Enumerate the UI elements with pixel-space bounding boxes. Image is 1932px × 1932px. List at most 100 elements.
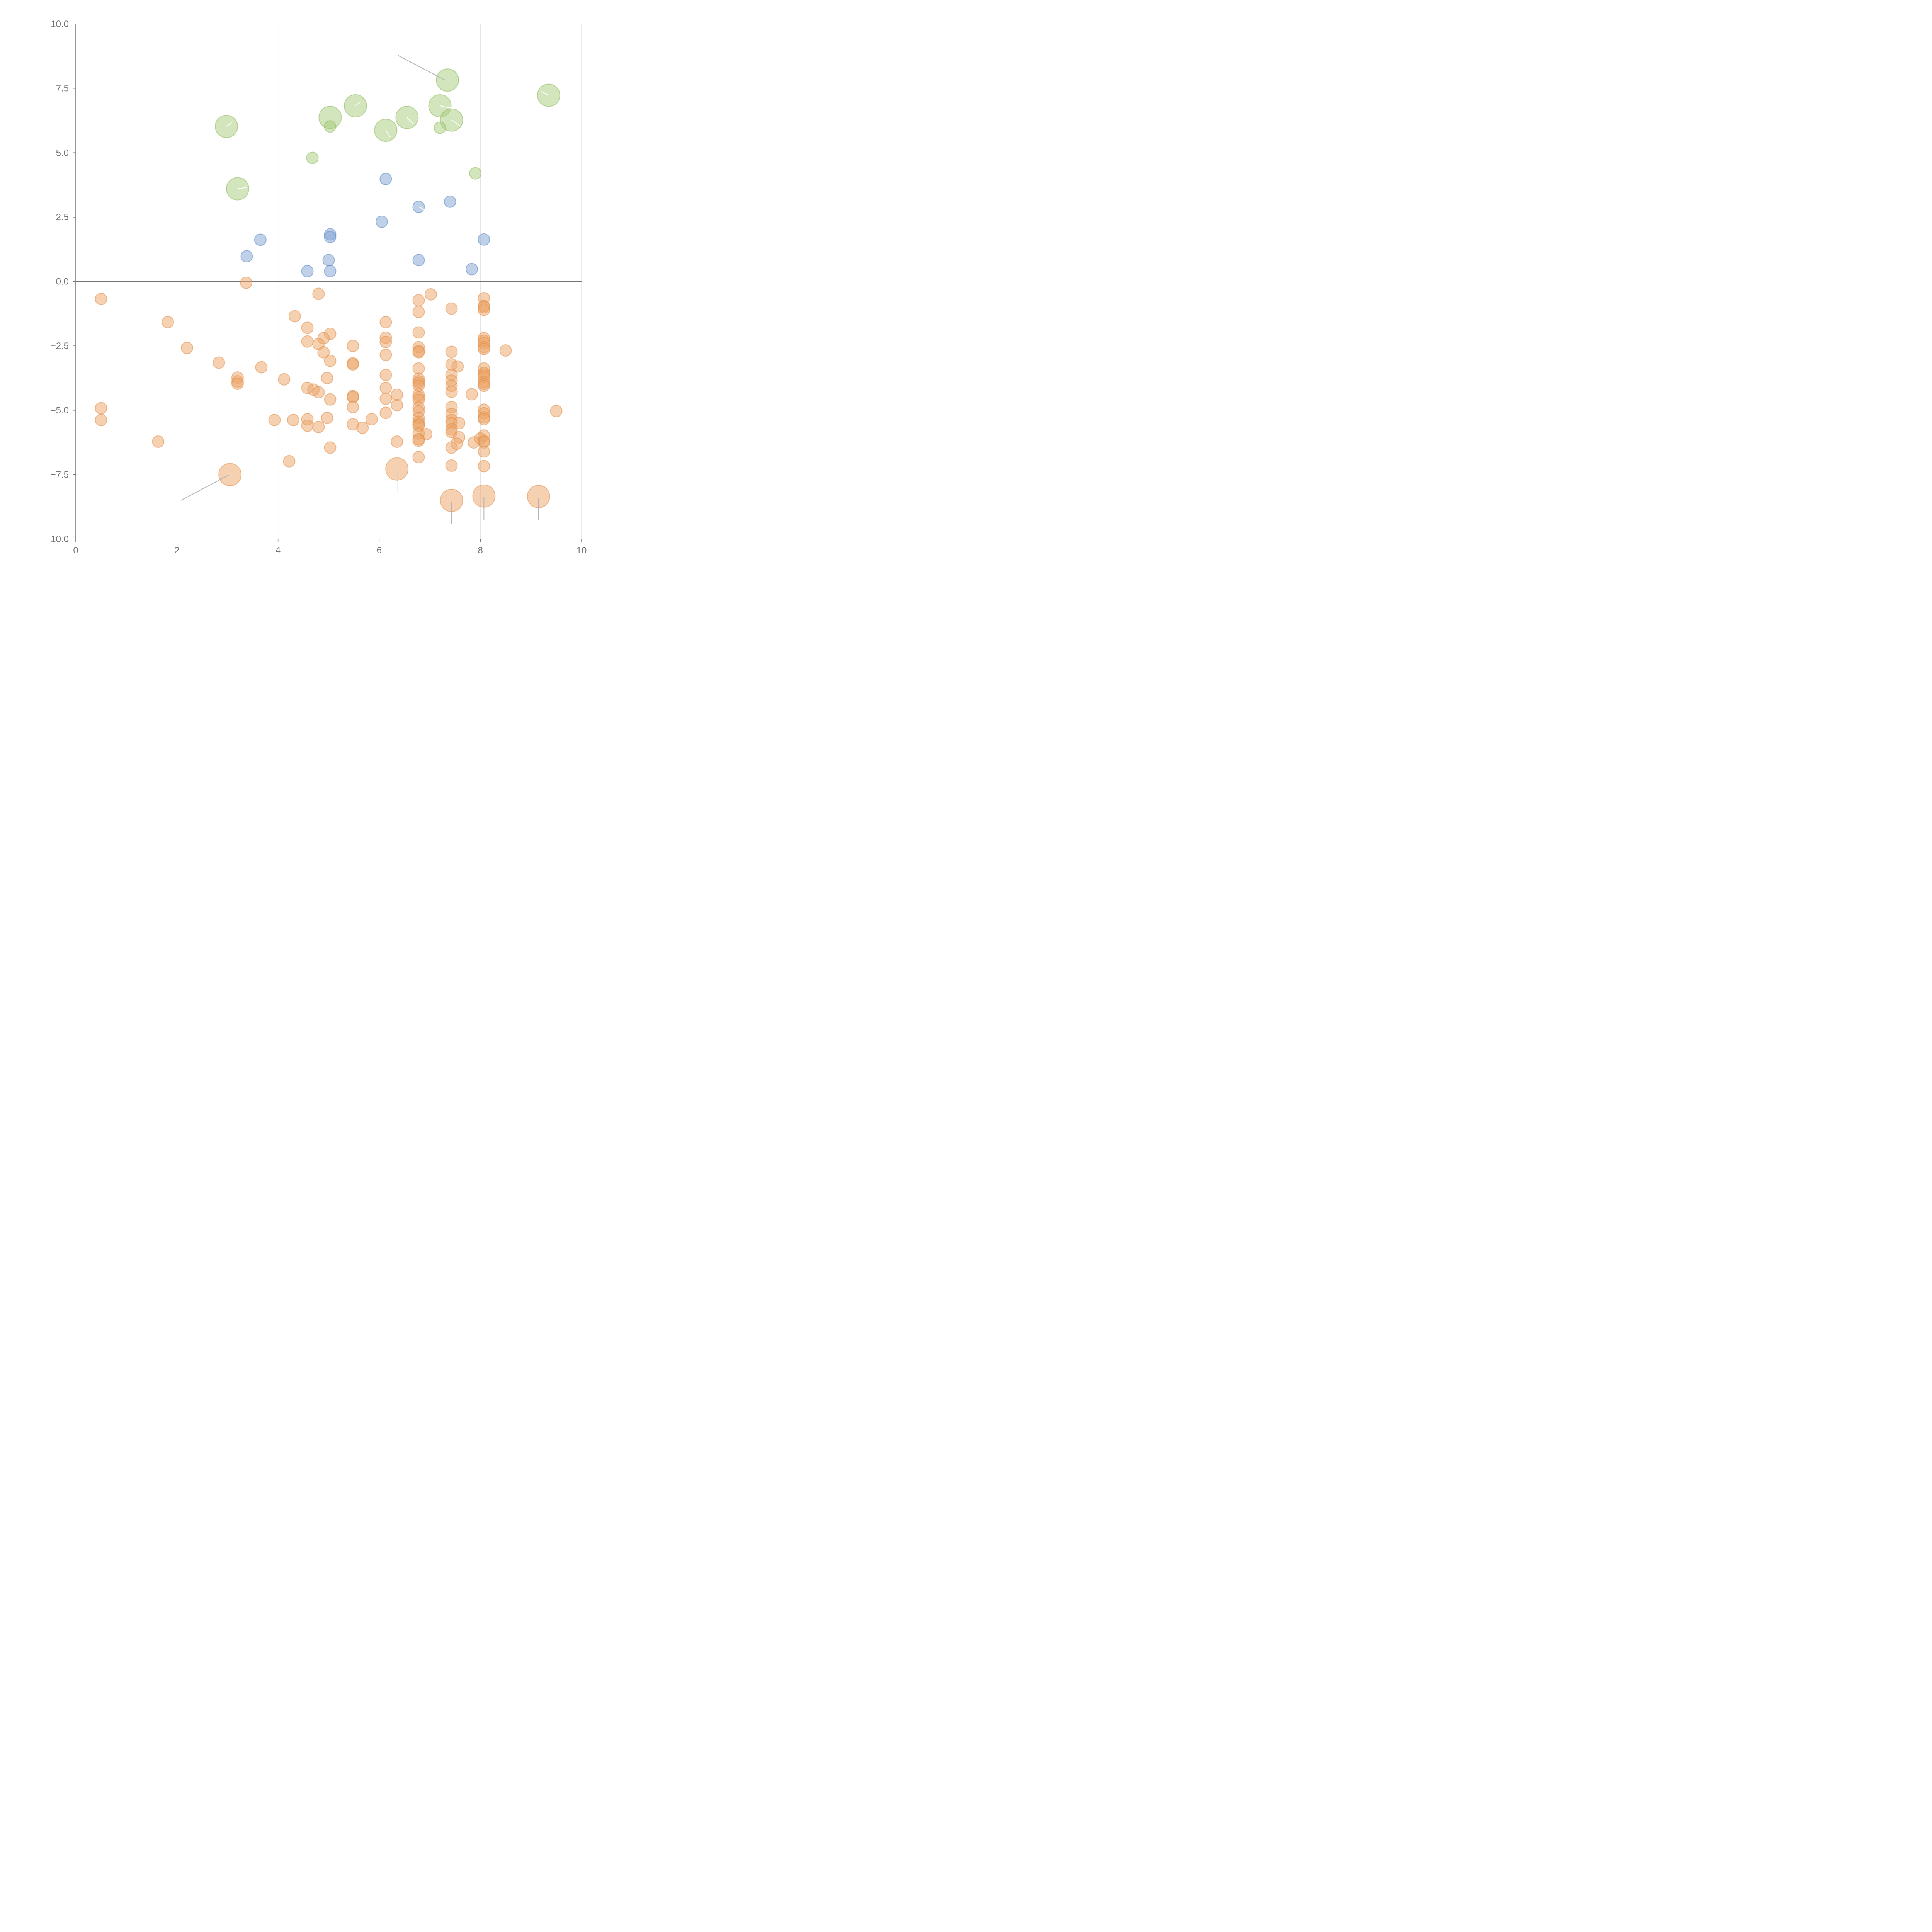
orange-point-88[interactable] (550, 405, 563, 417)
orange-point-79[interactable] (347, 401, 359, 413)
orange-point-120[interactable] (152, 435, 165, 448)
orange-point-49[interactable] (379, 369, 392, 381)
blue-point-5[interactable] (324, 231, 337, 243)
blue-point-10[interactable] (412, 254, 425, 267)
orange-point-41[interactable] (451, 360, 464, 373)
orange-point-7[interactable] (478, 303, 490, 316)
orange-point-77[interactable] (324, 393, 337, 406)
orange-point-78[interactable] (391, 399, 403, 412)
leader-line-white-5 (440, 105, 453, 109)
orange-point-70[interactable] (391, 388, 403, 401)
blue-point-8[interactable] (240, 250, 253, 263)
orange-point-54[interactable] (278, 373, 291, 386)
orange-point-52[interactable] (231, 378, 244, 390)
blue-point-1[interactable] (444, 195, 456, 208)
orange-point-16[interactable] (412, 326, 425, 339)
orange-point-36[interactable] (324, 354, 337, 367)
orange-point-81[interactable] (95, 402, 107, 415)
orange-point-42[interactable] (255, 361, 268, 374)
leader-line-0 (398, 55, 446, 81)
orange-point-14[interactable] (301, 321, 314, 334)
orange-point-53[interactable] (321, 372, 333, 384)
orange-point-31[interactable] (412, 346, 425, 359)
orange-point-100[interactable] (365, 413, 378, 426)
orange-point-106[interactable] (312, 421, 325, 434)
orange-point-39[interactable] (347, 358, 359, 371)
orange-point-117[interactable] (468, 436, 480, 449)
blue-point-11[interactable] (465, 263, 478, 276)
orange-point-8[interactable] (412, 294, 425, 307)
orange-point-119[interactable] (412, 434, 425, 447)
orange-point-20[interactable] (301, 335, 314, 348)
orange-point-76[interactable] (379, 392, 392, 405)
orange-point-127[interactable] (283, 455, 296, 468)
blue-point-6[interactable] (254, 233, 267, 246)
orange-point-99[interactable] (321, 412, 333, 424)
orange-point-10[interactable] (445, 302, 458, 315)
blue-point-3[interactable] (375, 215, 388, 228)
orange-point-86[interactable] (379, 406, 392, 419)
orange-point-27[interactable] (180, 342, 193, 354)
blue-point-0[interactable] (379, 173, 392, 185)
orange-point-1[interactable] (95, 293, 107, 305)
orange-point-126[interactable] (412, 451, 425, 464)
orange-point-123[interactable] (324, 441, 337, 454)
orange-point-19[interactable] (379, 336, 392, 349)
blue-point-7[interactable] (478, 233, 490, 246)
orange-point-13[interactable] (379, 316, 392, 328)
leader-line-white-4 (406, 117, 414, 125)
orange-point-26[interactable] (478, 343, 490, 355)
leader-line-white-1 (237, 187, 247, 189)
orange-point-121[interactable] (391, 435, 403, 448)
orange-point-33[interactable] (445, 345, 458, 358)
orange-point-11[interactable] (288, 310, 301, 323)
orange-point-90[interactable] (478, 413, 490, 426)
blue-point-13[interactable] (324, 265, 337, 277)
green-point-12[interactable] (434, 121, 446, 134)
y-tick-label-7: 7.5 (56, 83, 69, 94)
orange-point-12[interactable] (162, 316, 174, 328)
orange-point-43[interactable] (412, 362, 425, 375)
orange-point-62[interactable] (478, 379, 490, 392)
y-tick-label-4: 0.0 (56, 277, 69, 287)
orange-point-28[interactable] (347, 340, 359, 352)
leader-line-1 (180, 474, 229, 501)
orange-point-107[interactable] (356, 422, 369, 434)
green-point-13[interactable] (469, 167, 482, 180)
green-point-10[interactable] (324, 120, 337, 133)
orange-point-69[interactable] (465, 388, 478, 401)
orange-point-97[interactable] (287, 414, 299, 427)
leader-lines (180, 55, 549, 524)
orange-point-104[interactable] (301, 419, 314, 432)
orange-point-35[interactable] (379, 349, 392, 361)
orange-point-34[interactable] (317, 346, 330, 359)
leader-line-white-8 (418, 206, 425, 211)
orange-point-131[interactable] (385, 457, 409, 481)
blue-point-12[interactable] (301, 265, 314, 277)
orange-point-128[interactable] (445, 459, 458, 472)
y-tick-label-1: −7.5 (51, 469, 69, 480)
orange-point-96[interactable] (268, 414, 281, 427)
orange-point-9[interactable] (412, 306, 425, 318)
orange-point-3[interactable] (424, 288, 437, 301)
y-tick-label-8: 10.0 (51, 19, 69, 29)
leader-line-white-2 (355, 101, 361, 106)
green-point-7[interactable] (436, 68, 459, 92)
y-tick-label-5: 2.5 (56, 212, 69, 223)
orange-point-125[interactable] (478, 445, 490, 458)
orange-point-129[interactable] (478, 460, 490, 473)
orange-point-32[interactable] (499, 344, 512, 357)
orange-point-0[interactable] (240, 276, 253, 289)
y-tick-label-6: 5.0 (56, 148, 69, 158)
orange-point-67[interactable] (445, 385, 458, 398)
y-axis-ticks: −10.0 −7.5 −5.0 −2.5 0.0 2.5 5.0 7.5 10.0 (45, 19, 76, 544)
orange-point-68[interactable] (312, 386, 325, 399)
orange-point-124[interactable] (445, 441, 458, 454)
blue-point-9[interactable] (322, 254, 335, 267)
orange-point-2[interactable] (312, 287, 325, 300)
orange-point-130[interactable] (218, 463, 242, 486)
orange-point-95[interactable] (95, 414, 107, 427)
orange-point-37[interactable] (213, 356, 225, 369)
green-point-11[interactable] (306, 151, 319, 164)
orange-point-66[interactable] (379, 381, 392, 394)
